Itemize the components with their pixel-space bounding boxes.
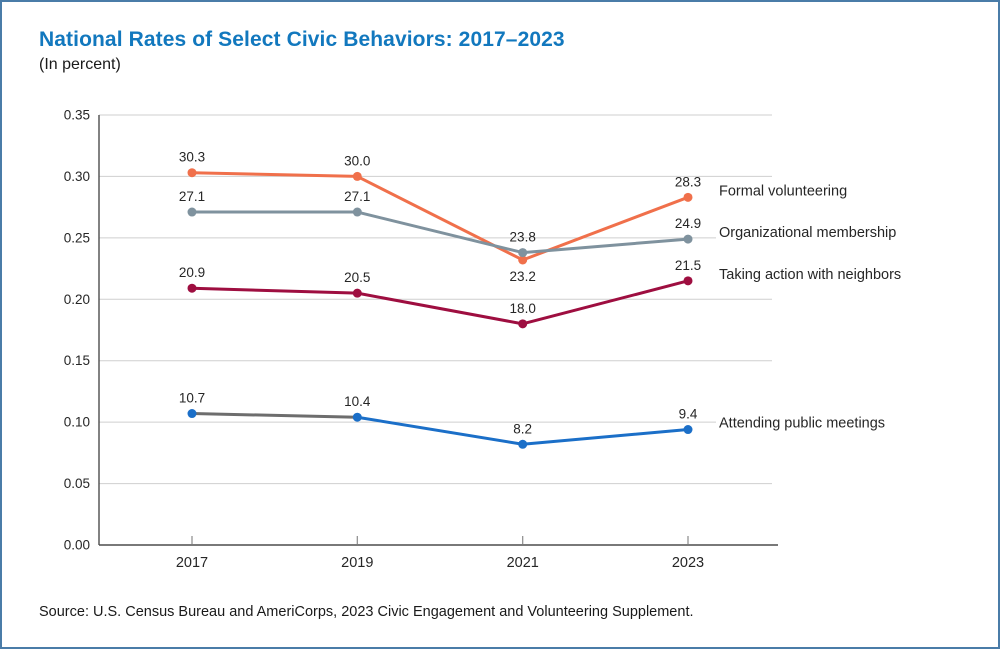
data-point	[187, 409, 197, 419]
chart-title: National Rates of Select Civic Behaviors…	[39, 28, 565, 51]
series-segment	[190, 171, 359, 178]
source-note: Source: U.S. Census Bureau and AmeriCorp…	[39, 604, 694, 620]
data-point	[187, 207, 197, 217]
y-axis-tick-label: 0.35	[64, 108, 90, 123]
data-label: 8.2	[513, 421, 532, 436]
series-segment	[190, 412, 359, 419]
series-label-backing	[716, 223, 900, 244]
data-label: 10.7	[179, 391, 205, 406]
data-label: 30.3	[179, 150, 205, 165]
y-axis-tick-label: 0.10	[64, 415, 90, 430]
data-label: 21.5	[675, 258, 701, 273]
data-point	[518, 319, 528, 329]
data-label: 10.4	[344, 394, 371, 409]
y-axis-tick-label: 0.30	[64, 169, 90, 184]
data-label: 28.3	[675, 174, 701, 189]
series-label-backing	[716, 413, 889, 434]
y-axis-tick-label: 0.20	[64, 292, 90, 307]
data-label: 30.0	[344, 153, 370, 168]
series-label: Organizational membership	[719, 225, 896, 241]
data-label: 27.1	[344, 189, 370, 204]
series-segment	[355, 415, 525, 446]
y-axis-tick-label: 0.25	[64, 230, 90, 245]
data-point	[352, 207, 362, 217]
chart-subtitle: (In percent)	[39, 56, 121, 73]
data-point	[518, 439, 528, 449]
data-label: 27.1	[179, 189, 205, 204]
y-axis-tick-label: 0.00	[64, 538, 90, 553]
data-point	[352, 171, 362, 181]
data-point	[352, 288, 362, 298]
series-label: Taking action with neighbors	[719, 267, 901, 283]
data-point	[683, 192, 693, 202]
series-segment	[521, 237, 690, 255]
series-segment	[521, 428, 690, 446]
x-axis-tick-label: 2017	[176, 555, 208, 571]
chart-header: National Rates of Select Civic Behaviors…	[39, 28, 565, 74]
x-axis-tick-label: 2019	[341, 555, 373, 571]
data-point	[683, 425, 693, 435]
series-segment	[521, 279, 690, 326]
data-point	[187, 283, 197, 293]
series-label-backing	[716, 181, 851, 202]
y-axis-tick-label: 0.15	[64, 353, 90, 368]
data-label: 18.0	[510, 301, 536, 316]
data-point	[518, 255, 528, 265]
series-label: Attending public meetings	[719, 416, 885, 432]
data-label: 24.9	[675, 216, 701, 231]
series-segment	[355, 210, 525, 255]
data-point	[352, 412, 362, 422]
series-label-backing	[716, 264, 905, 285]
data-point	[187, 168, 197, 178]
data-label: 20.9	[179, 265, 205, 280]
x-axis-tick-label: 2021	[507, 555, 539, 571]
data-point	[683, 276, 693, 286]
x-axis-tick-label: 2023	[672, 555, 704, 571]
data-label: 20.5	[344, 270, 370, 285]
series-segment	[190, 286, 359, 295]
series-segment	[355, 291, 525, 326]
data-point	[683, 234, 693, 244]
data-label: 23.8	[510, 230, 536, 245]
data-label: 23.2	[510, 269, 536, 284]
y-axis-tick-label: 0.05	[64, 476, 90, 491]
series-label: Formal volunteering	[719, 183, 847, 199]
data-label: 9.4	[679, 407, 698, 422]
data-point	[518, 248, 528, 258]
